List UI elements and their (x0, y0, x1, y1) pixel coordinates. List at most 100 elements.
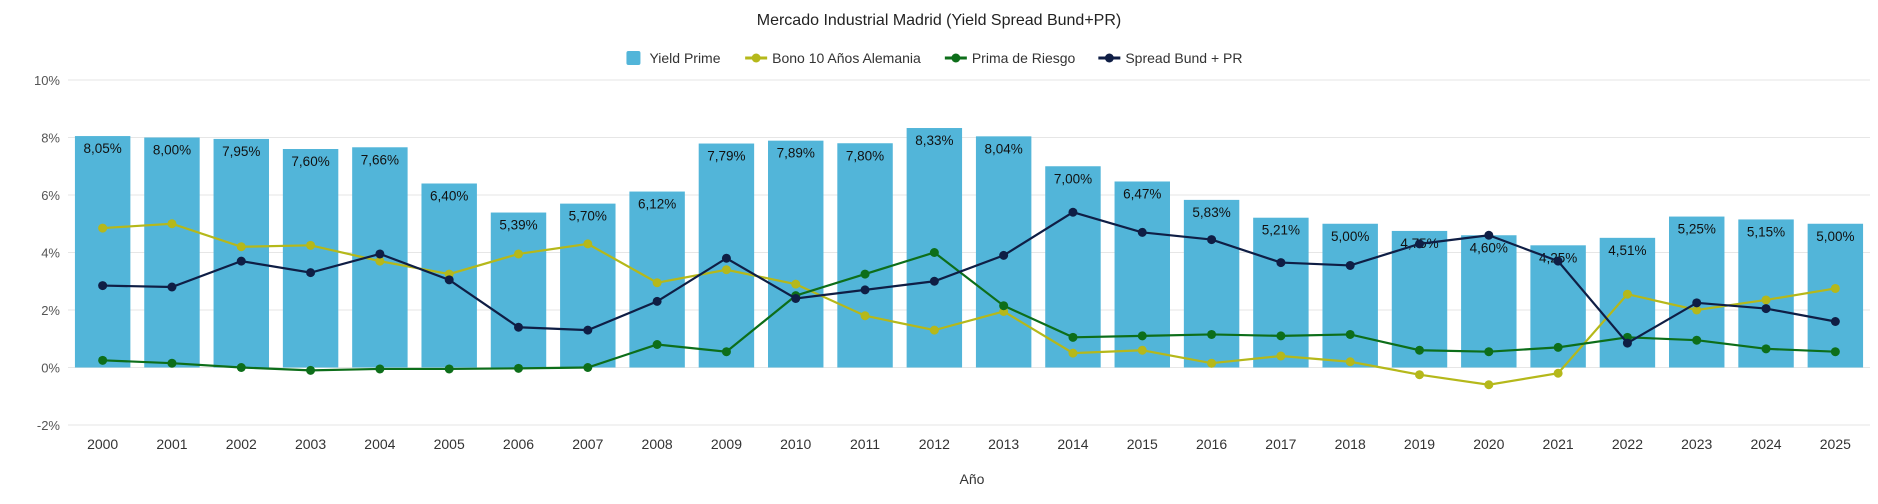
x-tick-label: 2013 (988, 436, 1019, 452)
legend-swatch-marker (1104, 53, 1114, 63)
bar-data-label: 8,00% (153, 143, 191, 158)
data-point (236, 256, 246, 266)
x-tick-label: 2018 (1335, 436, 1366, 452)
y-tick-label: 10% (34, 73, 60, 88)
legend-label: Prima de Riesgo (972, 50, 1076, 66)
data-point (236, 363, 246, 372)
data-point (514, 249, 523, 259)
x-tick-label: 2005 (434, 436, 465, 452)
x-tick-label: 2011 (850, 436, 880, 452)
series-line (102, 251, 1836, 372)
legend-label: Yield Prime (649, 50, 720, 66)
bar-data-label: 5,15% (1747, 224, 1785, 239)
x-tick-label: 2001 (156, 436, 187, 452)
y-tick-label: 0% (41, 361, 60, 376)
data-point (1068, 207, 1078, 217)
data-point (444, 275, 454, 285)
x-tick-label: 2017 (1265, 436, 1296, 452)
legend-item: Prima de Riesgo (944, 50, 1076, 66)
data-point (1484, 347, 1494, 357)
data-point (1137, 331, 1147, 341)
data-point (1137, 227, 1147, 237)
x-axis: 2000 2001 2002 2003 2004 2005 2006 2007 2008 2009… (87, 436, 1851, 452)
data-point (721, 253, 731, 263)
legend-swatch-marker (751, 53, 761, 63)
data-point (1553, 256, 1563, 266)
x-tick-label: 2012 (919, 436, 950, 452)
bar (1738, 219, 1794, 368)
x-tick-label: 2023 (1681, 436, 1712, 452)
data-point (929, 325, 939, 335)
data-point (1830, 317, 1840, 326)
data-point (306, 240, 316, 250)
x-tick-label: 2022 (1612, 436, 1643, 452)
data-point (1345, 260, 1355, 270)
data-point (98, 355, 108, 365)
x-axis-label: Año (960, 471, 985, 487)
series-line (102, 222, 1836, 386)
x-tick-label: 2020 (1473, 436, 1504, 452)
data-point (1415, 370, 1424, 380)
bar-data-label: 4,60% (1470, 240, 1508, 255)
data-point (583, 325, 593, 335)
data-point (1761, 304, 1771, 314)
x-tick-label: 2014 (1057, 436, 1088, 452)
bar (1183, 199, 1240, 368)
bar (1669, 216, 1725, 368)
legend-item: Spread Bund + PR (1098, 50, 1242, 66)
bar (1461, 235, 1517, 368)
data-point (1484, 380, 1494, 390)
bar-data-label: 7,89% (777, 146, 815, 161)
data-point (652, 278, 662, 288)
data-point (791, 294, 801, 303)
data-point (1553, 368, 1563, 378)
bar-data-label: 5,70% (569, 209, 607, 224)
legend-label: Bono 10 Años Alemania (772, 50, 921, 66)
data-point (1207, 235, 1217, 245)
y-tick-label: 6% (41, 188, 60, 203)
data-point (1692, 305, 1702, 315)
data-point (1345, 329, 1355, 339)
data-point (583, 239, 593, 249)
bar-data-label: 7,80% (846, 148, 884, 163)
data-point (583, 363, 593, 372)
x-tick-label: 2004 (364, 436, 395, 452)
data-point (1276, 351, 1286, 361)
data-point (444, 364, 454, 374)
data-point (1622, 338, 1632, 348)
data-point (1207, 358, 1217, 368)
data-point (1137, 345, 1147, 355)
data-point (1692, 298, 1702, 308)
data-point (1207, 329, 1217, 339)
y-tick-label: 2% (41, 303, 60, 318)
bar-value-labels: 8,05% 8,00% 7,95% 7,60% 7,66% 6,40% 5,39% 5,70%… (84, 133, 1855, 265)
x-tick-label: 2007 (572, 436, 603, 452)
data-point (860, 269, 870, 279)
y-tick-label: -2% (37, 418, 61, 433)
bar-data-label: 5,00% (1331, 229, 1369, 244)
data-point (721, 347, 731, 357)
legend: Yield Prime Bono 10 Años Alemania Prima de… (626, 50, 1242, 66)
bar (144, 137, 200, 368)
x-tick-label: 2006 (503, 436, 534, 452)
bar-data-label: 8,33% (915, 133, 953, 148)
bar-data-label: 7,95% (222, 144, 260, 159)
bar-data-label: 6,47% (1123, 186, 1161, 201)
data-point (860, 311, 870, 321)
data-point (1276, 258, 1286, 268)
x-tick-label: 2000 (87, 436, 118, 452)
line-series-group (98, 219, 1840, 390)
x-tick-label: 2003 (295, 436, 326, 452)
data-point (514, 322, 523, 332)
x-tick-label: 2019 (1404, 436, 1435, 452)
data-point (236, 242, 246, 252)
data-point (1622, 289, 1632, 299)
x-tick-label: 2010 (780, 436, 811, 452)
bar (490, 212, 547, 368)
data-point (167, 219, 177, 229)
legend-item: Yield Prime (626, 50, 721, 66)
bar-data-label: 4,51% (1608, 243, 1646, 258)
bar-data-label: 7,60% (291, 154, 329, 169)
bar-data-label: 8,05% (84, 141, 122, 156)
